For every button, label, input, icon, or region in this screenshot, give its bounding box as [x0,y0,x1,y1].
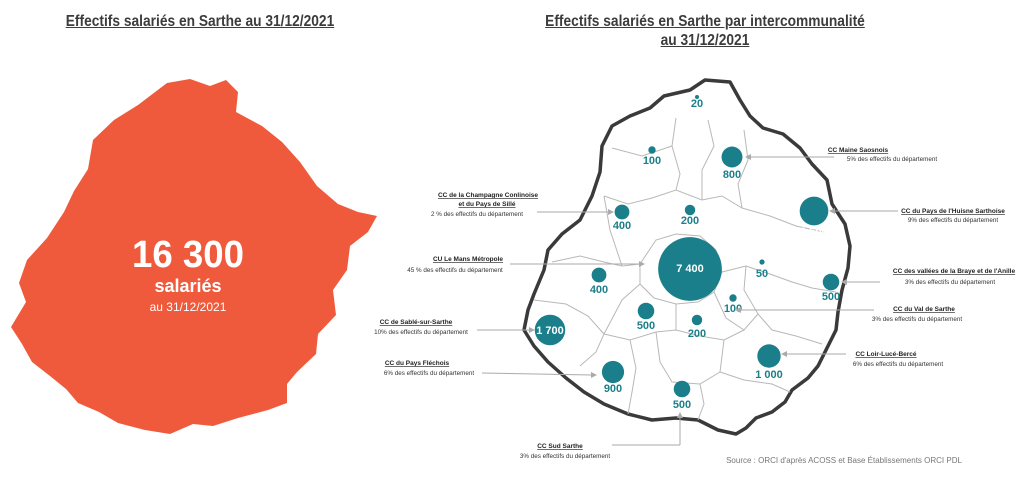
callout-cc-champagne-conlinoise: CC de la Champagne Conlinoise et du Pays… [431,192,614,218]
callout-arrowhead [781,351,787,357]
callout-arrowhead [829,208,835,214]
epci-bubble [757,344,781,368]
epci-bubble-label: 500 [822,291,840,303]
callout-cu-le-mans-metropole: CU Le Mans Métropole 45 % des effectifs … [407,256,645,274]
callout-name: CC du Val de Sarthe [893,306,955,313]
callout-cc-vallees-braye-anille: CC des vallées de la Braye et de l'Anill… [841,268,1015,286]
callout-desc: 6% des effectifs du département [853,361,943,368]
callout-cc-loir-luce-berce: CC Loir-Lucé-Bercé 6% des effectifs du d… [781,351,943,368]
callout-name: et du Pays de Sillé [458,201,515,208]
epci-bubble [591,267,607,283]
callout-arrowhead [591,372,597,378]
right-map-title: Effectifs salariés en Sarthe par interco… [477,12,933,50]
total-employees-date: au 31/12/2021 [150,300,227,314]
callout-arrowhead [677,412,683,418]
callout-name: CC Maine Saosnois [828,147,889,154]
epci-bubble [637,302,655,320]
callout-desc: 6% des effectifs du département [384,370,474,377]
right-title-line1: Effectifs salariés en Sarthe par interco… [545,13,865,30]
callout-layer: CC Maine Saosnois 5% des effectifs du dé… [374,147,1015,460]
epci-bubble [614,204,630,220]
epci-bubble-label: 200 [681,215,699,227]
epci-bubble-label: 900 [604,383,622,395]
callout-desc: 10% des effectifs du département [374,329,468,336]
callout-desc: 5% des effectifs du département [847,156,937,163]
epci-bubble-label: 200 [688,328,706,340]
callout-arrowhead [529,327,535,333]
callout-cc-val-de-sarthe: CC du Val de Sarthe 3% des effectifs du … [735,306,962,323]
callout-cc-sable-sur-sarthe: CC de Sablé-sur-Sarthe 10% des effectifs… [374,319,535,336]
epci-bubble [673,380,691,398]
epci-bubble-label: 400 [613,220,631,232]
epci-bubble-label: 400 [590,284,608,296]
epci-bubble [684,204,696,216]
epci-bubble-label: 1 500 [800,226,828,238]
total-employees-unit: salariés [154,276,221,296]
epci-bubble-label: 800 [723,169,741,181]
callout-arrowhead [608,209,614,215]
callout-arrowhead [745,154,751,160]
callout-name: CC Sud Sarthe [537,443,583,450]
epci-bubble-label: 100 [724,303,742,315]
total-employees-value: 16 300 [132,234,244,276]
callout-leader [481,372,593,376]
callout-name: CC de la Champagne Conlinoise [438,192,538,199]
epci-bubble-label: 7 400 [676,263,704,275]
epci-bubble [721,146,743,168]
callout-cc-sud-sarthe: CC Sud Sarthe 3% des effectifs du départ… [520,412,683,460]
epci-bubble [658,237,722,301]
right-title-line2: au 31/12/2021 [660,32,750,49]
callout-arrowhead [735,307,741,313]
callout-desc: 2 % des effectifs du département [431,211,523,218]
callout-cc-maine-saosnois: CC Maine Saosnois 5% des effectifs du dé… [745,147,937,163]
callout-cc-pays-huisne-sarthoise: CC du Pays de l'Huisne Sarthoise 9% des … [829,208,1005,224]
epci-bubble-label: 1 700 [536,325,564,337]
left-map-title: Effectifs salariés en Sarthe au 31/12/20… [65,13,335,30]
callout-arrowhead [841,279,847,285]
callout-name: CC de Sablé-sur-Sarthe [380,319,453,326]
bubble-layer: 20 100 800 200 400 1 500 7 400 50 400 500 100 1 700… [534,95,840,411]
callout-desc: 45 % des effectifs du département [407,267,503,274]
epci-bubble-label: 50 [756,268,768,280]
callout-name: CC Loir-Lucé-Bercé [855,351,916,358]
epci-bubble-label: 20 [691,98,703,110]
epci-borders [533,117,837,421]
epci-bubble [534,314,566,346]
callout-desc: 3% des effectifs du département [905,279,995,286]
epci-bubble-label: 100 [643,155,661,167]
epci-bubble [822,273,840,291]
epci-bubble [729,294,737,302]
callout-desc: 3% des effectifs du département [872,316,962,323]
callout-desc: 9% des effectifs du département [908,217,998,224]
epci-bubble-label: 500 [637,320,655,332]
callout-arrowhead [639,261,645,267]
epci-bubble [601,360,625,384]
callout-name: CU Le Mans Métropole [433,256,503,263]
callout-name: CC des vallées de la Braye et de l'Anill… [893,268,1016,275]
sarthe-total-shape [11,79,377,434]
epci-bubble [759,259,765,265]
epci-bubble [648,146,656,154]
epci-bubble [695,95,699,99]
epci-bubble-label: 1 000 [755,369,783,381]
callout-cc-pays-flechois: CC du Pays Fléchois 6% des effectifs du … [384,360,597,378]
epci-bubble [799,196,829,226]
epci-bubble-label: 500 [673,399,691,411]
callout-desc: 3% des effectifs du département [520,453,610,460]
epci-bubble [691,314,703,326]
callout-name: CC du Pays de l'Huisne Sarthoise [901,208,1005,215]
source-note: Source : ORCI d'après ACOSS et Base Étab… [726,456,962,465]
callout-name: CC du Pays Fléchois [385,360,450,367]
